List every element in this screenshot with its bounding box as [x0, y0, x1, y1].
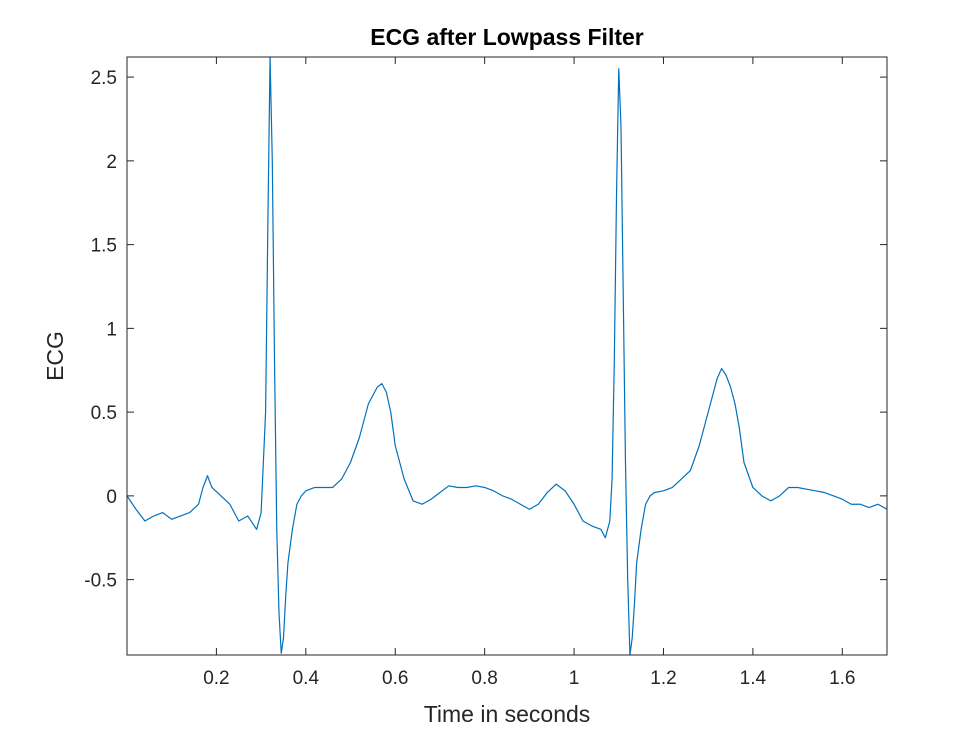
x-tick-label: 0.2 — [203, 668, 229, 689]
x-axis-ticks: 0.2 0.4 0.6 0.8 1 1.2 1.4 1.6 — [203, 57, 856, 689]
y-tick-label: -0.5 — [84, 571, 117, 592]
y-tick-label: 0 — [106, 487, 117, 508]
x-tick-label: 1 — [569, 668, 580, 689]
chart-title: ECG after Lowpass Filter — [370, 24, 644, 50]
x-tick-label: 1.6 — [829, 668, 855, 689]
series-line-1 — [126, 56, 888, 656]
y-tick-label: 2.5 — [91, 68, 117, 89]
y-axis-ticks: -0.5 0 0.5 1 1.5 2 2.5 — [84, 68, 887, 592]
y-tick-label: 2 — [106, 152, 117, 173]
y-tick-label: 1 — [106, 319, 117, 340]
y-tick-label: 0.5 — [91, 403, 117, 424]
y-axis-title: ECG — [42, 331, 68, 381]
x-tick-label: 0.4 — [293, 668, 320, 689]
series-layer — [126, 56, 888, 656]
x-tick-label: 1.2 — [650, 668, 676, 689]
x-tick-label: 0.6 — [382, 668, 408, 689]
x-tick-label: 1.4 — [740, 668, 767, 689]
plot-area — [127, 57, 887, 655]
x-axis-title: Time in seconds — [424, 701, 591, 727]
y-tick-label: 1.5 — [91, 236, 117, 257]
axes-box — [126, 56, 888, 656]
x-tick-label: 0.8 — [471, 668, 497, 689]
